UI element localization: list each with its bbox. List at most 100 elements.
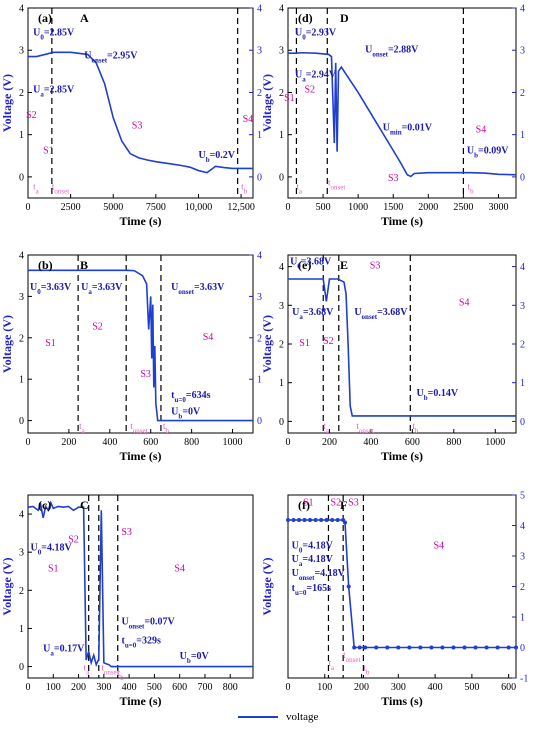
value-annotation: tu=0=329s — [122, 636, 161, 650]
t-label: ta — [328, 658, 335, 672]
value-annotation: Uonset=4.18V — [292, 568, 346, 582]
value-annotation: Uonset=0.07V — [122, 617, 176, 631]
x-tick-label: 400 — [428, 682, 443, 693]
voltage-point — [324, 518, 329, 523]
y-axis-label: Voltage (V) — [260, 558, 274, 616]
segment-label: S3 — [140, 369, 151, 380]
segment-label: S2 — [304, 84, 315, 95]
chart-panel-e: 0 200 400 600 800 1000 0 1 2 3 4 0 1 2 3 4 Time (s) Volta… — [260, 254, 525, 463]
legend: voltage — [238, 708, 318, 726]
value-annotation: Ua=2.94V — [295, 70, 337, 84]
x-axis-label: Time (s) — [381, 449, 423, 463]
voltage-point — [484, 645, 489, 650]
y-tick-label: 4 — [19, 251, 24, 262]
value-annotation: Ua=2.85V — [33, 84, 75, 98]
x-axis-label: Time (s) — [381, 214, 423, 228]
value-annotation: Ub=0.09V — [467, 146, 509, 160]
y-axis-label: Voltage (V) — [260, 315, 274, 373]
x-tick-label: 1000 — [348, 202, 368, 213]
panel-title: (e) — [298, 258, 311, 272]
y-tick-label: 2 — [19, 88, 24, 99]
x-tick-label: 500 — [464, 682, 479, 693]
y-tick-label: 0 — [19, 172, 24, 183]
voltage-point — [286, 518, 290, 523]
t-label: tonset — [52, 182, 69, 196]
y2-tick-label: 1 — [257, 375, 262, 386]
y2-tick-label: 1 — [520, 613, 525, 624]
panel-cell-label: E — [340, 258, 348, 272]
panel-cell-label: A — [80, 11, 89, 25]
voltage-point — [297, 518, 302, 523]
voltage-point — [462, 645, 467, 650]
value-annotation: Uonset=3.68V — [354, 307, 408, 321]
y2-tick-label: 4 — [520, 521, 525, 532]
y2-tick-label: 2 — [520, 88, 525, 99]
x-tick-label: 600 — [501, 682, 516, 693]
segment-label: S1 — [48, 563, 59, 574]
voltage-point — [374, 645, 379, 650]
x-axis-label: Time (s) — [119, 214, 161, 228]
y-tick-label: 0 — [279, 172, 284, 183]
panel-title: (f) — [298, 498, 310, 512]
voltage-line — [27, 500, 253, 668]
value-annotation: U0=3.68V — [290, 257, 332, 271]
t-label: tonset — [101, 662, 118, 676]
x-tick-label: 0 — [286, 682, 291, 693]
t-label: tb — [468, 182, 475, 196]
y2-tick-label: 1 — [257, 130, 262, 141]
x-tick-label: 2500 — [61, 202, 81, 213]
y2-tick-label: 3 — [520, 301, 525, 312]
y2-tick-label: 4 — [520, 262, 525, 273]
voltage-point — [346, 584, 351, 589]
y-tick-label: 4 — [19, 4, 24, 15]
chart-panel-a: 0 2500 5000 7500 10,000 12,500 0 1 2 3 4 0 1 2 3 4 Time … — [0, 4, 262, 229]
y-tick-label: 1 — [19, 130, 24, 141]
y-tick-label: 4 — [279, 262, 284, 273]
panel-cell-label: C — [80, 498, 89, 512]
plot-frame — [27, 494, 254, 679]
y-tick-label: 1 — [279, 130, 284, 141]
panel-title: (b) — [38, 258, 53, 272]
segment-label: S4 — [476, 125, 487, 136]
x-tick-label: 600 — [143, 437, 158, 448]
voltage-point — [302, 518, 307, 523]
t-label: ta — [79, 421, 86, 435]
x-tick-label: 700 — [197, 682, 212, 693]
y2-tick-label: 0 — [257, 416, 262, 427]
x-tick-label: 400 — [363, 437, 378, 448]
segment-label: S3 — [388, 173, 399, 184]
panel-cell-label: B — [80, 258, 88, 272]
voltage-point — [506, 645, 511, 650]
y2-tick-label: 0 — [520, 172, 525, 183]
x-tick-label: 200 — [322, 437, 337, 448]
x-tick-label: 10,000 — [185, 202, 213, 213]
y-tick-label: 2 — [279, 88, 284, 99]
voltage-point — [396, 645, 401, 650]
t-label: tonset — [356, 421, 373, 435]
y2-tick-label: 1 — [520, 378, 525, 389]
plot-frame — [287, 7, 517, 199]
segment-label: S4 — [203, 332, 214, 343]
value-annotation: U0=2.85V — [33, 27, 75, 41]
x-tick-label: 3000 — [488, 202, 508, 213]
x-tick-label: 800 — [446, 437, 461, 448]
x-axis-label: Tims (s) — [381, 694, 422, 708]
segment-label: S3 — [370, 261, 381, 272]
value-annotation: Ua=3.63V — [81, 282, 123, 296]
segment-label: S2 — [331, 498, 342, 509]
y2-tick-label: 0 — [257, 172, 262, 183]
segment-label: S4 — [174, 563, 185, 574]
x-tick-label: 300 — [96, 682, 111, 693]
segment-label: S3 — [121, 527, 132, 538]
y2-tick-label: 3 — [257, 46, 262, 57]
segment-label: S2 — [323, 336, 334, 347]
voltage-line — [288, 278, 516, 417]
x-tick-label: 100 — [46, 682, 61, 693]
voltage-point — [407, 645, 412, 650]
voltage-line — [28, 51, 253, 174]
segment-label: S1 — [303, 498, 314, 509]
y2-tick-label: 0 — [520, 417, 525, 428]
y-tick-label: 0 — [19, 662, 24, 673]
panel-cell-label: F — [340, 498, 347, 512]
